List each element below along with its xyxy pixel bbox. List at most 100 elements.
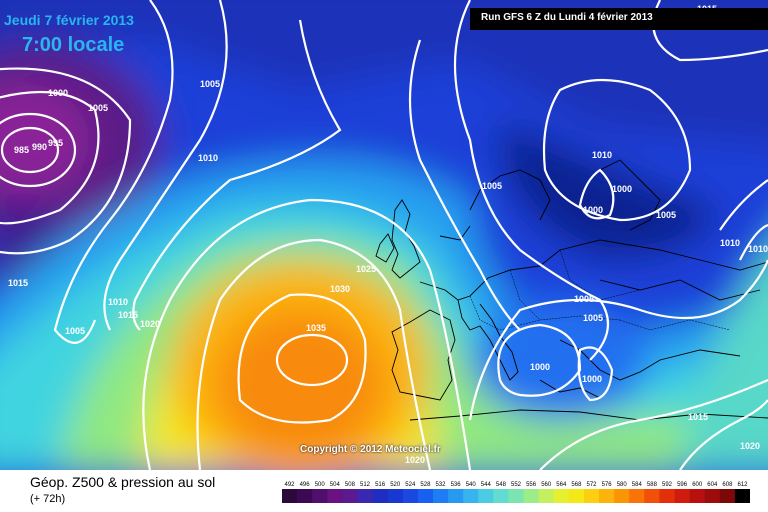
isobar-label: 1015 — [688, 412, 708, 422]
scale-swatch — [342, 489, 358, 503]
legend-title: Géop. Z500 & pression au sol — [30, 474, 216, 490]
isobar-label: 1005 — [656, 210, 676, 220]
scale-tick-label: 600 — [692, 482, 703, 488]
scale-tick-label: 496 — [300, 482, 311, 488]
isobar-label: 1005 — [200, 79, 220, 89]
scale-swatch — [704, 489, 721, 503]
scale-tick-label: 540 — [466, 482, 477, 488]
scale-swatch — [659, 489, 675, 503]
scale-tick-label: 492 — [284, 482, 295, 488]
scale-swatch — [508, 489, 525, 503]
legend-subtitle: (+ 72h) — [30, 493, 66, 505]
isobar-label: 1015 — [118, 310, 138, 320]
isobar-label: 1005 — [482, 181, 502, 191]
isobar-label: 1005 — [65, 326, 85, 336]
copyright-notice: Copyright © 2012 Meteociel.fr — [300, 444, 441, 455]
scale-tick-label: 548 — [496, 482, 507, 488]
scale-swatch — [629, 489, 645, 503]
scale-swatch — [417, 489, 434, 503]
isobar-label: 1005 — [574, 294, 594, 304]
isobar-label: 1025 — [356, 264, 376, 274]
scale-swatch — [387, 489, 404, 503]
scale-swatch — [568, 489, 585, 503]
scale-swatch — [599, 489, 615, 503]
forecast-time: 7:00 locale — [22, 34, 125, 56]
scale-tick-label: 604 — [707, 482, 718, 488]
scale-swatch — [372, 489, 389, 503]
isobar-label: 1015 — [8, 278, 28, 288]
scale-swatch — [734, 489, 750, 503]
isobar-label: 1010 — [592, 150, 612, 160]
scale-tick-label: 572 — [586, 482, 597, 488]
scale-tick-label: 556 — [526, 482, 537, 488]
isobar-label: 1010 — [198, 153, 218, 163]
isobar-label: 1035 — [306, 323, 326, 333]
isobar-label: 1000 — [582, 374, 602, 384]
scale-tick-label: 552 — [511, 482, 522, 488]
scale-swatch — [719, 489, 736, 503]
scale-tick-label: 528 — [420, 482, 431, 488]
coastlines — [375, 159, 768, 421]
scale-swatch — [463, 489, 479, 503]
isobar-label: 1010 — [108, 297, 128, 307]
scale-tick-label: 524 — [405, 482, 416, 488]
isobar-label: 995 — [48, 138, 63, 148]
isobar-label: 990 — [32, 142, 47, 152]
scale-tick-label: 584 — [632, 482, 643, 488]
scale-tick-label: 508 — [345, 482, 356, 488]
scale-tick-label: 520 — [390, 482, 401, 488]
scale-tick-label: 612 — [737, 482, 748, 488]
isobar-label: 1020 — [405, 455, 425, 465]
color-scale: 492 496 500 504 508 512 516 520 524 528 532 536 540 5… — [282, 482, 750, 503]
scale-swatch — [523, 489, 540, 503]
scale-swatch — [553, 489, 570, 503]
scale-swatch — [583, 489, 600, 503]
scale-tick-label: 568 — [571, 482, 582, 488]
isobar-label: 1020 — [740, 441, 760, 451]
scale-tick-label: 544 — [481, 482, 492, 488]
scale-swatch — [433, 489, 449, 503]
isobar-label: 1000 — [48, 88, 68, 98]
isobar-label: 1010 — [748, 244, 768, 254]
isobar-label: 1020 — [140, 319, 160, 329]
scale-tick-label: 536 — [451, 482, 462, 488]
scale-tick-label: 588 — [647, 482, 658, 488]
scale-swatch — [282, 489, 298, 503]
isobar-label: 1005 — [583, 313, 603, 323]
scale-swatch — [674, 489, 691, 503]
scale-swatch — [327, 489, 343, 503]
scale-tick-label: 516 — [375, 482, 386, 488]
scale-swatch — [448, 489, 464, 503]
z500-field — [0, 0, 768, 470]
geopotential-map: 1000 1005 985 990 995 1005 1010 1015 101… — [0, 0, 768, 470]
run-info-box — [470, 8, 768, 30]
scale-tick-label: 560 — [541, 482, 552, 488]
forecast-date: Jeudi 7 février 2013 — [4, 12, 134, 28]
isobar-label: 1005 — [88, 103, 108, 113]
scale-tick-label: 596 — [677, 482, 688, 488]
scale-swatch — [478, 489, 494, 503]
scale-swatch — [614, 489, 630, 503]
scale-tick-label: 504 — [330, 482, 341, 488]
isobar-label: 1030 — [330, 284, 350, 294]
borders — [469, 249, 731, 331]
scale-swatch — [689, 489, 706, 503]
scale-tick-label: 532 — [435, 482, 446, 488]
isobar-label: 1000 — [530, 362, 550, 372]
scale-tick-label: 608 — [722, 482, 733, 488]
scale-swatch — [644, 489, 660, 503]
scale-tick-label: 576 — [602, 482, 613, 488]
isobar-label: 1000 — [583, 205, 603, 215]
scale-swatch — [357, 489, 374, 503]
scale-swatch — [402, 489, 419, 503]
isobar-label: 1010 — [720, 238, 740, 248]
isobars — [0, 0, 768, 470]
scale-tick-label: 564 — [556, 482, 567, 488]
isobar-label: 985 — [14, 145, 29, 155]
scale-swatch — [493, 489, 509, 503]
scale-tick-label: 512 — [360, 482, 371, 488]
scale-swatch — [312, 489, 328, 503]
isobar-label: 1000 — [612, 184, 632, 194]
scale-tick-label: 500 — [315, 482, 326, 488]
